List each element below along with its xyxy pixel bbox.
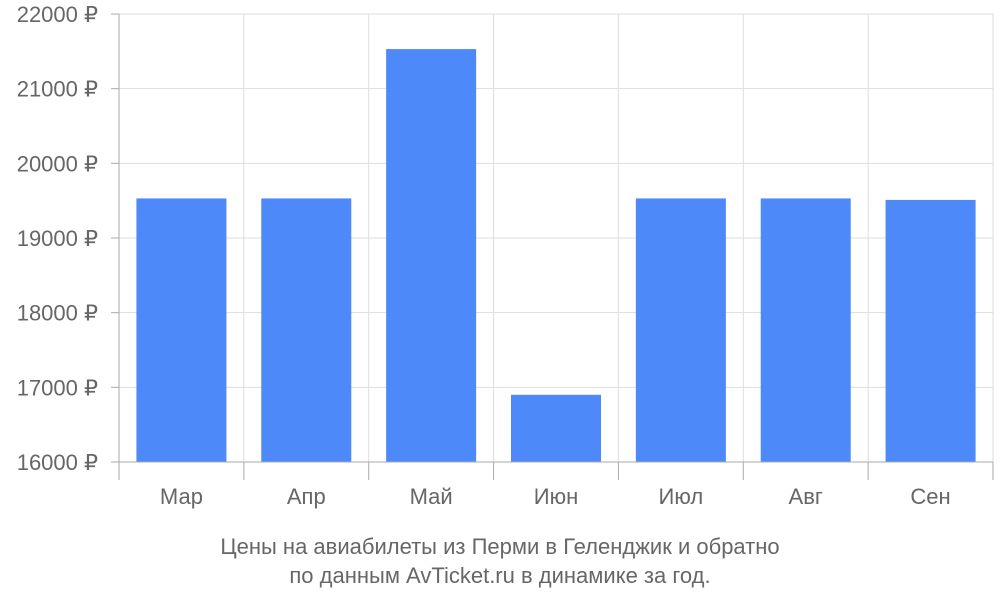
y-tick-label: 16000 ₽ <box>17 450 98 475</box>
y-tick-label: 17000 ₽ <box>17 375 98 400</box>
bar <box>261 198 352 462</box>
x-tick-label: Июн <box>534 484 578 509</box>
x-tick-label: Авг <box>789 484 823 509</box>
y-tick-label: 22000 ₽ <box>17 2 98 27</box>
x-tick-label: Май <box>410 484 453 509</box>
caption-line-2: по данным AvTicket.ru в динамике за год. <box>289 563 711 588</box>
y-tick-label: 20000 ₽ <box>17 151 98 176</box>
y-tick-labels: 16000 ₽ 17000 ₽ 18000 ₽ 19000 ₽ 20000 ₽ 21000… <box>17 2 98 475</box>
x-tick-label: Мар <box>160 484 203 509</box>
y-tick-label: 21000 ₽ <box>17 77 98 102</box>
x-tick-label: Сен <box>910 484 950 509</box>
x-tick-labels: Мар Апр Май Июн Июл Авг Сен <box>160 484 951 509</box>
bar <box>136 198 227 462</box>
bar <box>386 49 477 463</box>
x-tick-label: Июл <box>659 484 704 509</box>
axes <box>118 14 994 480</box>
y-tick-label: 18000 ₽ <box>17 301 98 326</box>
bars <box>136 49 976 463</box>
bar <box>885 199 976 463</box>
caption-line-1: Цены на авиабилеты из Перми в Геленджик … <box>220 534 780 559</box>
bar <box>635 198 726 462</box>
y-tick-label: 19000 ₽ <box>17 226 98 251</box>
x-tick-label: Апр <box>287 484 326 509</box>
bar <box>511 394 601 462</box>
bar <box>760 198 851 462</box>
